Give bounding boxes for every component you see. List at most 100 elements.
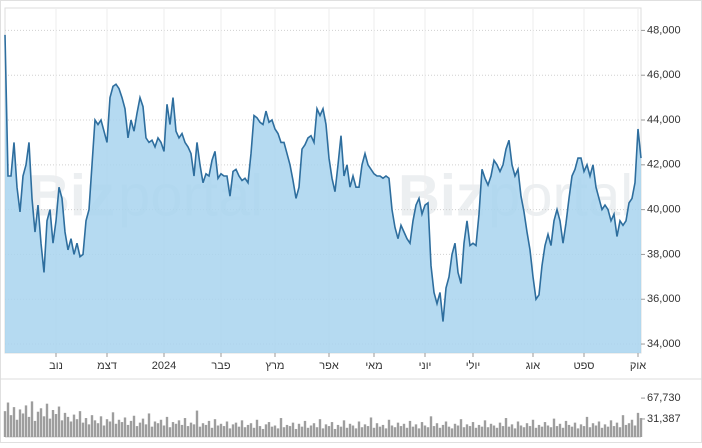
volume-bar (486, 427, 490, 437)
volume-bar (201, 423, 205, 437)
volume-bar (462, 427, 466, 437)
y-tick-label: 67,730 (647, 392, 681, 404)
volume-bar (468, 426, 472, 437)
volume-bar (573, 422, 577, 437)
volume-bar (162, 425, 166, 437)
volume-bar (144, 424, 148, 437)
y-tick-label: 31,387 (647, 413, 681, 425)
volume-bar (234, 422, 238, 437)
volume-bar (171, 422, 175, 437)
area-fill (5, 34, 641, 354)
volume-bar (261, 428, 265, 437)
volume-bar (93, 420, 97, 437)
volume-bar (306, 427, 310, 437)
volume-bar (159, 419, 163, 437)
volume-bar (294, 428, 298, 437)
volume-bar (195, 410, 199, 437)
volume-bar (231, 424, 235, 437)
volume-bar (333, 428, 337, 437)
volume-bar (258, 426, 262, 437)
volume-bar (240, 420, 244, 437)
volume-bar (339, 426, 343, 437)
volume-bar (168, 427, 172, 437)
volume-bar (45, 403, 49, 437)
volume-bar (108, 421, 112, 437)
x-tick-label: פבר (211, 360, 230, 372)
volume-bar (570, 426, 574, 437)
volume-bar (252, 427, 256, 437)
volume-bar (249, 423, 253, 437)
volume-bar (357, 421, 361, 437)
x-tick-label: יולי (466, 359, 480, 372)
volume-bar (390, 425, 394, 437)
volume-bar (525, 423, 529, 437)
volume-bar (267, 422, 271, 437)
x-tick-label: ספט (574, 360, 595, 372)
volume-bar (36, 411, 40, 437)
volume-bar (588, 427, 592, 437)
volume-bar (396, 422, 400, 437)
volume-bar (165, 416, 169, 437)
volume-bar (456, 425, 460, 437)
volume-bar (135, 426, 139, 437)
volume-bar (381, 424, 385, 437)
volume-bar (9, 415, 13, 437)
volume-bar (192, 424, 196, 437)
volume-bar (576, 428, 580, 437)
volume-bar (438, 427, 442, 437)
volume-bar (441, 424, 445, 437)
volume-bar (429, 416, 433, 437)
volume-bar (102, 425, 106, 437)
volume-bar (363, 424, 367, 437)
volume-bar (237, 426, 241, 437)
volume-bar (213, 419, 217, 437)
y-tick-label: 48,000 (647, 24, 681, 36)
volume-bar (177, 420, 181, 437)
volume-bar (15, 419, 19, 437)
volume-bar (279, 418, 283, 437)
volume-bar (72, 414, 76, 437)
volume-bar (603, 424, 607, 437)
volume-bar (285, 424, 289, 437)
volume-bar (450, 428, 454, 437)
x-tick-label: דצמ (97, 360, 117, 372)
volume-bar (393, 427, 397, 437)
x-tick-label: אפר (319, 360, 339, 372)
volume-bar (3, 411, 7, 437)
volume-bar (57, 406, 61, 437)
volume-bar (552, 418, 556, 437)
volume-bar (30, 401, 34, 437)
y-tick-label: 46,000 (647, 69, 681, 81)
volume-bar (495, 427, 499, 437)
volume-bar (483, 420, 487, 437)
volume-bar (297, 423, 301, 437)
volume-bar (114, 423, 118, 437)
volume-bar (426, 427, 430, 437)
volume-bar (129, 420, 133, 437)
volume-bar (174, 423, 178, 437)
volume-bar (411, 426, 415, 437)
volume-bar (420, 422, 424, 437)
volume-bar (579, 424, 583, 437)
volume-bar (600, 427, 604, 437)
volume-bar (621, 415, 625, 437)
volume-bar (315, 427, 319, 437)
volume-bar (594, 425, 598, 437)
volume-bar (612, 426, 616, 437)
volume-bar (492, 425, 496, 437)
volume-bar (204, 424, 208, 437)
volume-bar (639, 418, 643, 437)
volume-bar (477, 424, 481, 437)
volume-bar (66, 416, 70, 437)
volume-bar (225, 421, 229, 437)
volume-bar (96, 423, 100, 437)
volume-bar (387, 419, 391, 437)
volume-bar (378, 426, 382, 437)
volume-bar (423, 425, 427, 437)
volume-bar (585, 416, 589, 437)
volume-bar (312, 423, 316, 437)
volume-bar (75, 419, 79, 437)
volume-bar (354, 428, 358, 437)
volume-bar (402, 423, 406, 437)
